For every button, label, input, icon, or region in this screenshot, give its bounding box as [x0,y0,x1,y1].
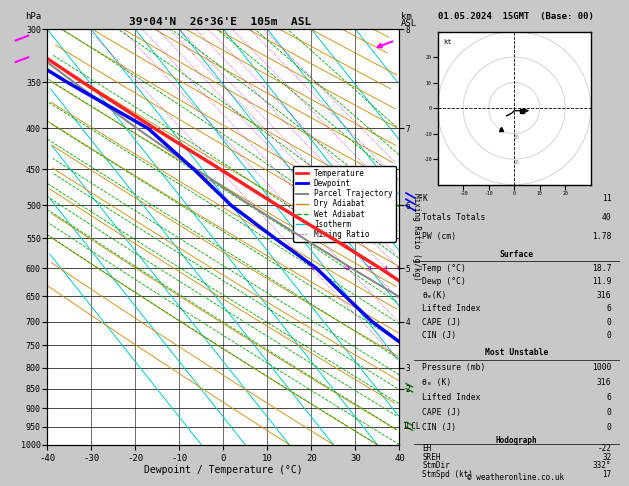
Text: 0: 0 [606,318,611,327]
Text: km: km [401,12,412,21]
Text: StmDir: StmDir [422,461,450,470]
Y-axis label: Mixing Ratio (g/kg): Mixing Ratio (g/kg) [413,193,421,281]
Text: 10: 10 [514,135,520,140]
Text: CAPE (J): CAPE (J) [422,318,461,327]
Text: 0: 0 [606,408,611,417]
Text: 11: 11 [601,194,611,203]
Text: CIN (J): CIN (J) [422,423,456,432]
Text: 18.7: 18.7 [592,264,611,273]
Text: 5: 5 [397,266,401,271]
Text: Surface: Surface [499,250,534,259]
Text: 39°04'N  26°36'E  105m  ASL: 39°04'N 26°36'E 105m ASL [129,17,311,27]
Text: Temp (°C): Temp (°C) [422,264,466,273]
Text: 20: 20 [514,160,520,165]
X-axis label: Dewpoint / Temperature (°C): Dewpoint / Temperature (°C) [144,465,303,475]
Text: SREH: SREH [422,453,440,462]
Text: Totals Totals: Totals Totals [422,213,486,222]
Text: ASL: ASL [401,19,418,29]
Text: 6: 6 [606,304,611,313]
Text: © weatheronline.co.uk: © weatheronline.co.uk [467,473,564,482]
Text: kt: kt [443,39,451,45]
Text: EH: EH [422,444,431,453]
Text: 2: 2 [346,266,350,271]
Text: 1.78: 1.78 [592,232,611,241]
Text: K: K [422,194,427,203]
Legend: Temperature, Dewpoint, Parcel Trajectory, Dry Adiabat, Wet Adiabat, Isotherm, Mi: Temperature, Dewpoint, Parcel Trajectory… [293,166,396,242]
Text: 316: 316 [597,378,611,387]
Text: Hodograph: Hodograph [496,436,538,445]
Text: 0: 0 [606,331,611,340]
Text: 6: 6 [606,393,611,402]
Text: 17: 17 [602,470,611,479]
Text: θₑ (K): θₑ (K) [422,378,452,387]
Text: 1: 1 [310,266,314,271]
Text: Pressure (mb): Pressure (mb) [422,363,486,372]
Text: 316: 316 [597,291,611,300]
Text: Lifted Index: Lifted Index [422,393,481,402]
Text: 32: 32 [602,453,611,462]
Text: 332°: 332° [593,461,611,470]
Text: hPa: hPa [25,12,42,21]
Text: 11.9: 11.9 [592,277,611,286]
Text: 01.05.2024  15GMT  (Base: 00): 01.05.2024 15GMT (Base: 00) [438,12,594,21]
Text: StmSpd (kt): StmSpd (kt) [422,470,473,479]
Text: Lifted Index: Lifted Index [422,304,481,313]
Text: -22: -22 [598,444,611,453]
Text: PW (cm): PW (cm) [422,232,456,241]
Text: θₑ(K): θₑ(K) [422,291,447,300]
Text: 0: 0 [606,423,611,432]
Text: Dewp (°C): Dewp (°C) [422,277,466,286]
Text: CIN (J): CIN (J) [422,331,456,340]
Text: Most Unstable: Most Unstable [485,348,548,357]
Text: 40: 40 [601,213,611,222]
Text: 4: 4 [384,266,387,271]
Text: 1LCL: 1LCL [402,422,421,432]
Text: 3: 3 [368,266,372,271]
Text: 1000: 1000 [592,363,611,372]
Text: CAPE (J): CAPE (J) [422,408,461,417]
